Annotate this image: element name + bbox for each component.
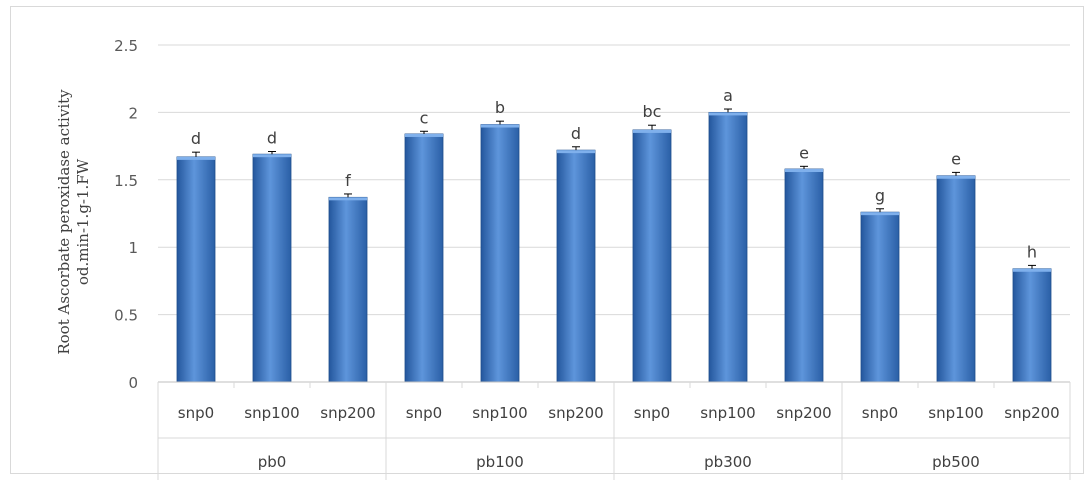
y-tick-label: 1 — [128, 239, 138, 257]
x-group-label: pb100 — [476, 453, 524, 471]
x-category-label: snp100 — [928, 404, 983, 422]
x-category-label: snp200 — [1004, 404, 1059, 422]
bar-top-highlight — [1013, 268, 1051, 272]
significance-letter: h — [1027, 242, 1037, 261]
significance-letter: d — [267, 128, 277, 147]
bar-top-highlight — [329, 197, 367, 201]
x-category-label: snp200 — [548, 404, 603, 422]
y-tick-label: 2 — [128, 104, 138, 122]
bar — [480, 124, 520, 383]
x-group-label: pb0 — [258, 453, 287, 471]
significance-letter: a — [723, 86, 733, 105]
y-tick-label: 1.5 — [114, 172, 138, 190]
x-category-label: snp100 — [472, 404, 527, 422]
y-axis-label-line2: od.min-1.g-1.FW — [74, 158, 92, 285]
bar-top-highlight — [177, 156, 215, 160]
bar-top-highlight — [557, 150, 595, 154]
significance-letter: g — [875, 186, 885, 205]
x-category-label: snp100 — [700, 404, 755, 422]
x-category-label: snp200 — [776, 404, 831, 422]
bar — [1012, 268, 1052, 383]
significance-letter: d — [571, 124, 581, 143]
bar — [936, 175, 976, 383]
x-group-label: pb500 — [932, 453, 980, 471]
bar-top-highlight — [481, 124, 519, 128]
chart-frame — [10, 6, 1084, 474]
bar — [632, 129, 672, 383]
significance-letter: c — [420, 108, 429, 127]
data-labels: d d f c b d bc a e g e h — [191, 86, 1037, 261]
bar-top-highlight — [937, 175, 975, 179]
y-axis-label-line1: Root Ascorbate peroxidase activity — [55, 89, 73, 355]
x-category-label: snp0 — [178, 404, 214, 422]
significance-letter: f — [345, 171, 351, 190]
bar — [404, 133, 444, 383]
bar-top-highlight — [253, 154, 291, 158]
x-category-label: snp0 — [634, 404, 670, 422]
bar — [328, 196, 368, 383]
x-group-label: pb300 — [704, 453, 752, 471]
significance-letter: e — [951, 149, 961, 168]
bar-top-highlight — [633, 129, 671, 133]
significance-letter: bc — [643, 102, 662, 121]
bar — [784, 168, 824, 383]
bar-top-highlight — [861, 212, 899, 216]
axes: 0 0.5 1 1.5 2 2.5 snp0 snp100 snp200 snp0 snp100 sn… — [114, 37, 1071, 480]
x-category-label: snp200 — [320, 404, 375, 422]
x-category-label: snp100 — [244, 404, 299, 422]
significance-letter: e — [799, 143, 809, 162]
y-tick-label: 2.5 — [114, 37, 138, 55]
bar — [176, 156, 216, 383]
x-category-label: snp0 — [862, 404, 898, 422]
bar-top-highlight — [709, 112, 747, 116]
x-category-label: snp0 — [406, 404, 442, 422]
bar — [252, 153, 292, 383]
bar — [708, 112, 748, 383]
y-tick-label: 0.5 — [114, 307, 138, 325]
bar — [860, 211, 900, 383]
bar-top-highlight — [405, 133, 443, 137]
significance-letter: d — [191, 129, 201, 148]
significance-letter: b — [495, 98, 505, 117]
y-tick-label: 0 — [128, 374, 138, 392]
bars — [176, 108, 1052, 383]
bar — [556, 149, 596, 383]
bar-top-highlight — [785, 169, 823, 173]
gridlines — [158, 44, 1070, 316]
